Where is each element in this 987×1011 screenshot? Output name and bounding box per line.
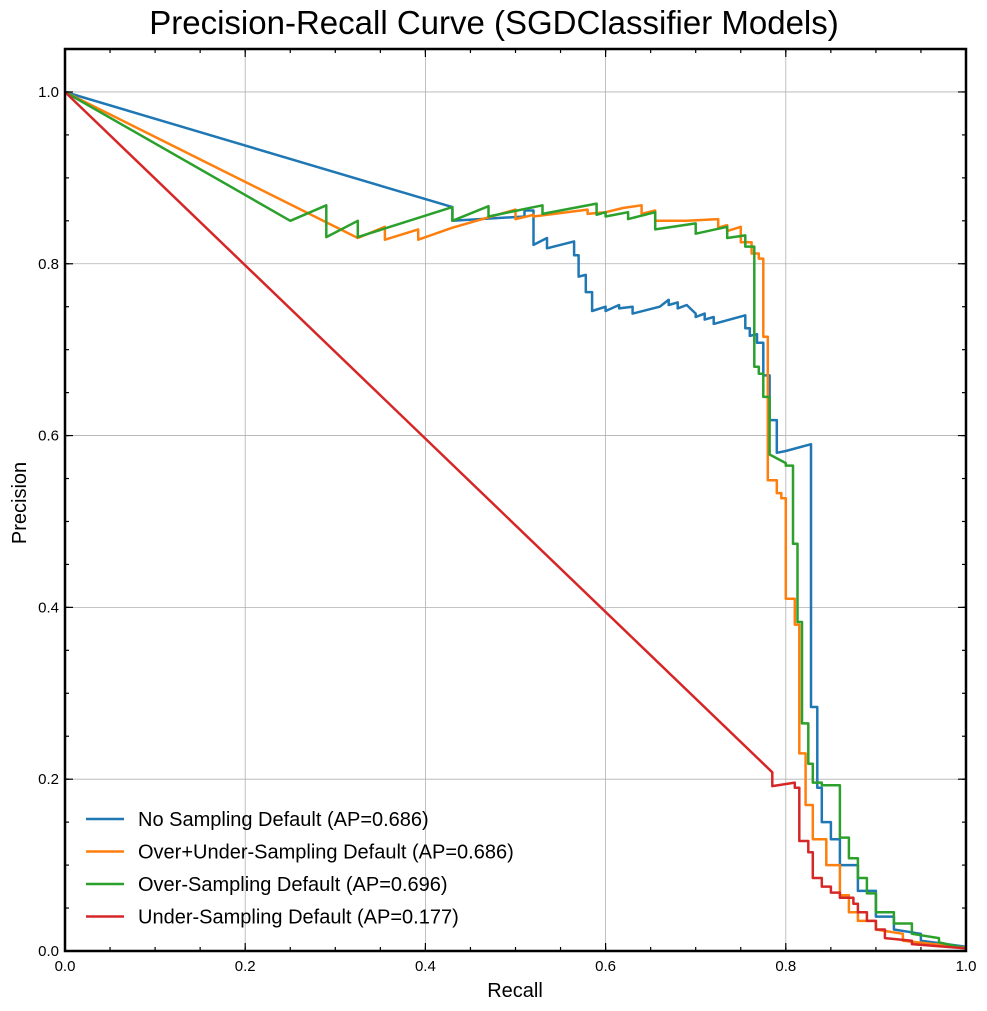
series-lines [64,90,967,950]
series-line-1 [64,90,967,948]
series-line-3 [64,90,967,950]
x-tick-label: 0.2 [235,958,256,975]
plot-frame [63,47,968,953]
y-tick-label: 0.2 [38,771,59,788]
x-tick-label: 0.6 [595,958,616,975]
legend-label-4: Under-Sampling Default (AP=0.177) [138,907,459,929]
y-tick-label: 1.0 [38,84,59,101]
x-tick-label: 0.8 [775,958,796,975]
series-line-4 [64,91,967,950]
y-tick-label: 0.8 [38,256,59,273]
legend: No Sampling Default (AP=0.686) Over+Under… [86,809,514,929]
y-axis-label: Precision [9,462,31,544]
x-tick-label: 0.0 [55,958,76,975]
x-tick-label: 1.0 [956,958,977,975]
legend-label-1: No Sampling Default (AP=0.686) [138,809,429,831]
legend-label-2: Over+Under-Sampling Default (AP=0.686) [138,842,514,864]
series-line-2 [64,90,967,949]
chart-title: Precision-Recall Curve (SGDClassifier Mo… [149,4,839,41]
tick-labels: 0.0 0.2 0.4 0.6 0.8 1.0 0.0 0.2 0.4 0.6 0.8 1.0 [38,84,976,975]
x-tick-label: 0.4 [415,958,436,975]
y-tick-label: 0.4 [38,599,59,616]
legend-label-3: Over-Sampling Default (AP=0.696) [138,874,448,896]
y-tick-label: 0.6 [38,428,59,445]
y-tick-label: 0.0 [38,943,59,960]
x-axis-label: Recall [487,980,543,1002]
